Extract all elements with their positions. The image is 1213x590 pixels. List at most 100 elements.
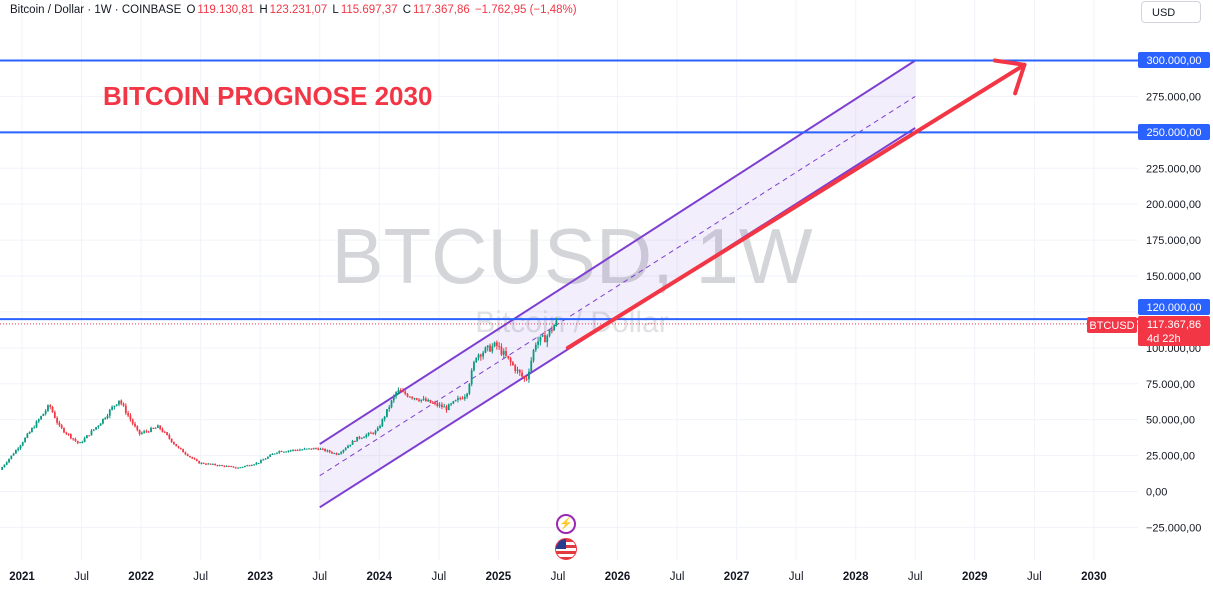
candle-body: [250, 465, 253, 467]
candle-body: [58, 422, 61, 426]
candle-body: [278, 451, 281, 453]
time-axis-label: Jul: [431, 571, 446, 583]
candle-body: [145, 431, 148, 433]
candle-body: [244, 465, 246, 467]
time-axis-label: Jul: [74, 571, 89, 583]
candle-body: [214, 463, 217, 466]
price-axis-label: 150.000,00: [1146, 271, 1201, 283]
candle-body: [514, 365, 517, 371]
candle-body: [475, 357, 478, 363]
candle-body: [335, 453, 338, 455]
candle-body: [525, 378, 528, 380]
candle-body: [534, 344, 537, 351]
time-axis-label: Jul: [1027, 571, 1042, 583]
candle-body: [473, 362, 475, 371]
candle-body: [198, 460, 201, 464]
parallel-channel[interactable]: [319, 59, 916, 509]
close-value: 117.367,86: [413, 4, 470, 16]
candle-body: [431, 402, 434, 404]
candle-body: [429, 399, 432, 403]
candle-body: [544, 335, 546, 343]
candle-body: [273, 453, 276, 455]
candle-body: [395, 392, 397, 397]
candle-body: [44, 410, 47, 414]
us-flag-icon[interactable]: [555, 538, 577, 560]
candle-body: [195, 459, 198, 461]
candle-body: [486, 345, 489, 348]
candle-body: [99, 423, 102, 426]
lightning-icon[interactable]: ⚡: [556, 514, 576, 534]
channel-upper-line[interactable]: [319, 59, 916, 445]
price-badge-300: 300.000,00: [1138, 52, 1210, 68]
price-axis-label: −25.000,00: [1146, 522, 1201, 534]
candle-body: [411, 396, 414, 399]
forecast-arrow-head[interactable]: [992, 58, 1027, 67]
candle-body: [134, 423, 136, 427]
symbol-title[interactable]: Bitcoin / Dollar · 1W · COINBASE: [10, 4, 182, 16]
candle-body: [528, 371, 530, 380]
candle-body: [90, 430, 93, 436]
time-axis-label: Jul: [670, 571, 685, 583]
time-axis-label: Jul: [789, 571, 804, 583]
candle-body: [154, 427, 157, 429]
candle-body: [60, 425, 63, 428]
candle-body: [484, 347, 487, 353]
time-axis[interactable]: 2021 Jul 2022 Jul 2023 Jul 2024 Jul 2025 Jul 2026 J…: [9, 571, 1106, 583]
forecast-arrow-head[interactable]: [1013, 62, 1027, 96]
candle-body: [111, 407, 113, 410]
candle-body: [21, 442, 24, 446]
candle-body: [74, 438, 77, 441]
annotation-title[interactable]: BITCOIN PROGNOSE 2030: [103, 81, 432, 111]
candle-body: [8, 458, 10, 463]
price-badge-300-text: 300.000,00: [1146, 55, 1201, 67]
candle-body: [424, 398, 427, 402]
ohlc-legend: Bitcoin / Dollar · 1W · COINBASE O 119.13…: [10, 4, 579, 16]
candle-body: [326, 450, 329, 452]
candle-body: [248, 465, 251, 467]
candle-body: [120, 400, 123, 404]
candlestick-series: [1, 317, 558, 471]
candle-body: [10, 455, 13, 459]
low-value: 115.697,37: [340, 4, 398, 16]
candle-body: [537, 341, 539, 345]
candle-body: [404, 391, 407, 395]
candle-body: [246, 465, 249, 467]
high-value: 123.231,07: [269, 4, 328, 16]
price-axis-label: 225.000,00: [1146, 163, 1201, 175]
candle-body: [33, 427, 36, 429]
candle-body: [124, 405, 127, 414]
candle-body: [509, 358, 512, 363]
close-label: C: [402, 4, 412, 16]
open-label: O: [186, 4, 196, 16]
candle-body: [193, 458, 196, 460]
candle-body: [118, 400, 120, 405]
candle-body: [344, 448, 347, 450]
price-axis[interactable]: −25.000,00 0,00 25.000,00 50.000,00 75.000,0…: [1146, 91, 1201, 534]
price-axis-label: 75.000,00: [1146, 379, 1195, 391]
price-axis-label: 0,00: [1146, 487, 1167, 499]
candle-body: [342, 449, 345, 453]
price-axis-label: 25.000,00: [1146, 451, 1195, 463]
candle-body: [269, 454, 272, 457]
forecast-arrow[interactable]: [565, 58, 1027, 350]
time-axis-label: 2024: [367, 571, 393, 583]
candle-body: [184, 452, 187, 455]
candle-body: [83, 438, 86, 442]
candle-body: [356, 436, 359, 442]
candle-body: [319, 448, 322, 450]
candle-body: [257, 462, 260, 464]
candle-body: [418, 399, 420, 401]
candle-body: [108, 409, 111, 416]
candle-body: [76, 440, 79, 443]
horizontal-levels[interactable]: [0, 59, 1138, 325]
candle-body: [466, 393, 468, 397]
currency-button[interactable]: USD: [1141, 1, 1201, 23]
forecast-arrow-shaft[interactable]: [565, 62, 1027, 350]
candle-body: [234, 467, 237, 469]
time-axis-label: 2026: [605, 571, 631, 583]
candle-body: [191, 456, 194, 459]
candle-body: [523, 376, 526, 379]
candle-body: [200, 462, 203, 464]
time-axis-label: 2025: [486, 571, 512, 583]
